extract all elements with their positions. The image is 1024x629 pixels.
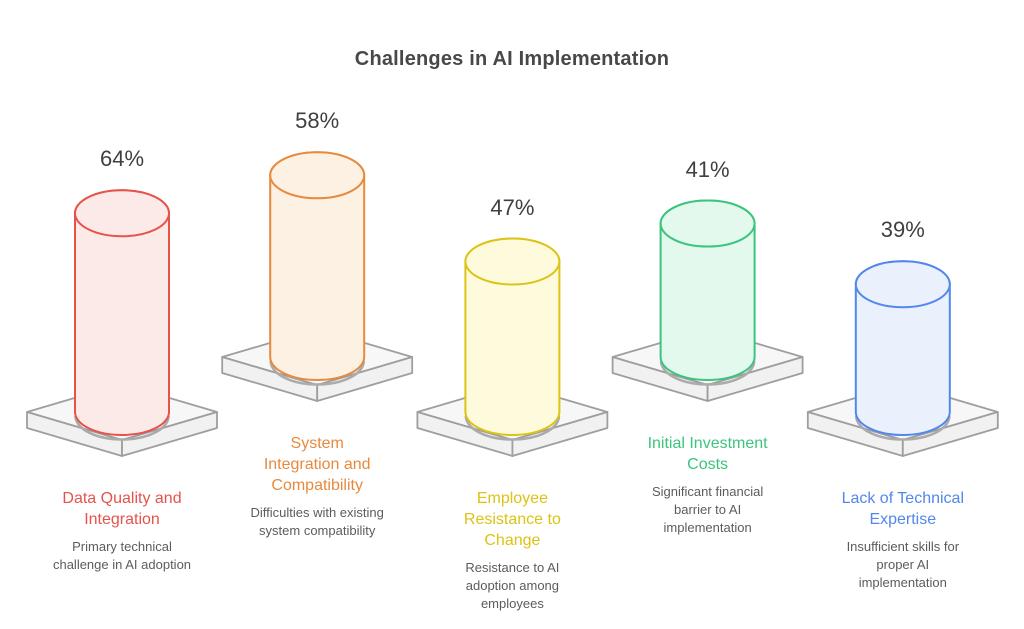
column-employee-resistance-to-change (416, 237, 609, 457)
cylinder-shadow (659, 360, 756, 386)
cylinder-shadow (269, 360, 365, 386)
cylinder-top (659, 199, 756, 248)
platform-right-side (511, 411, 609, 457)
cylinder-top (269, 151, 366, 200)
platform-right-side (706, 356, 804, 402)
cylinder-top (854, 260, 951, 309)
platform-right-side (121, 411, 218, 457)
column-lack-of-technical-expertise (806, 260, 999, 457)
platform-right-side (901, 411, 999, 457)
platform-right-side (316, 356, 414, 402)
chart-title: Challenges in AI Implementation (354, 48, 670, 70)
column-initial-investment-costs (611, 199, 804, 402)
cylinder-top (464, 237, 561, 286)
cylinder-top (74, 189, 170, 238)
column-system-integration-and-compatibility (221, 151, 414, 402)
column-data-quality-and-integration (26, 189, 218, 457)
cylinder-shadow (464, 415, 561, 441)
cylinder-shadow (855, 415, 951, 441)
cylinder-shadow (74, 415, 170, 441)
